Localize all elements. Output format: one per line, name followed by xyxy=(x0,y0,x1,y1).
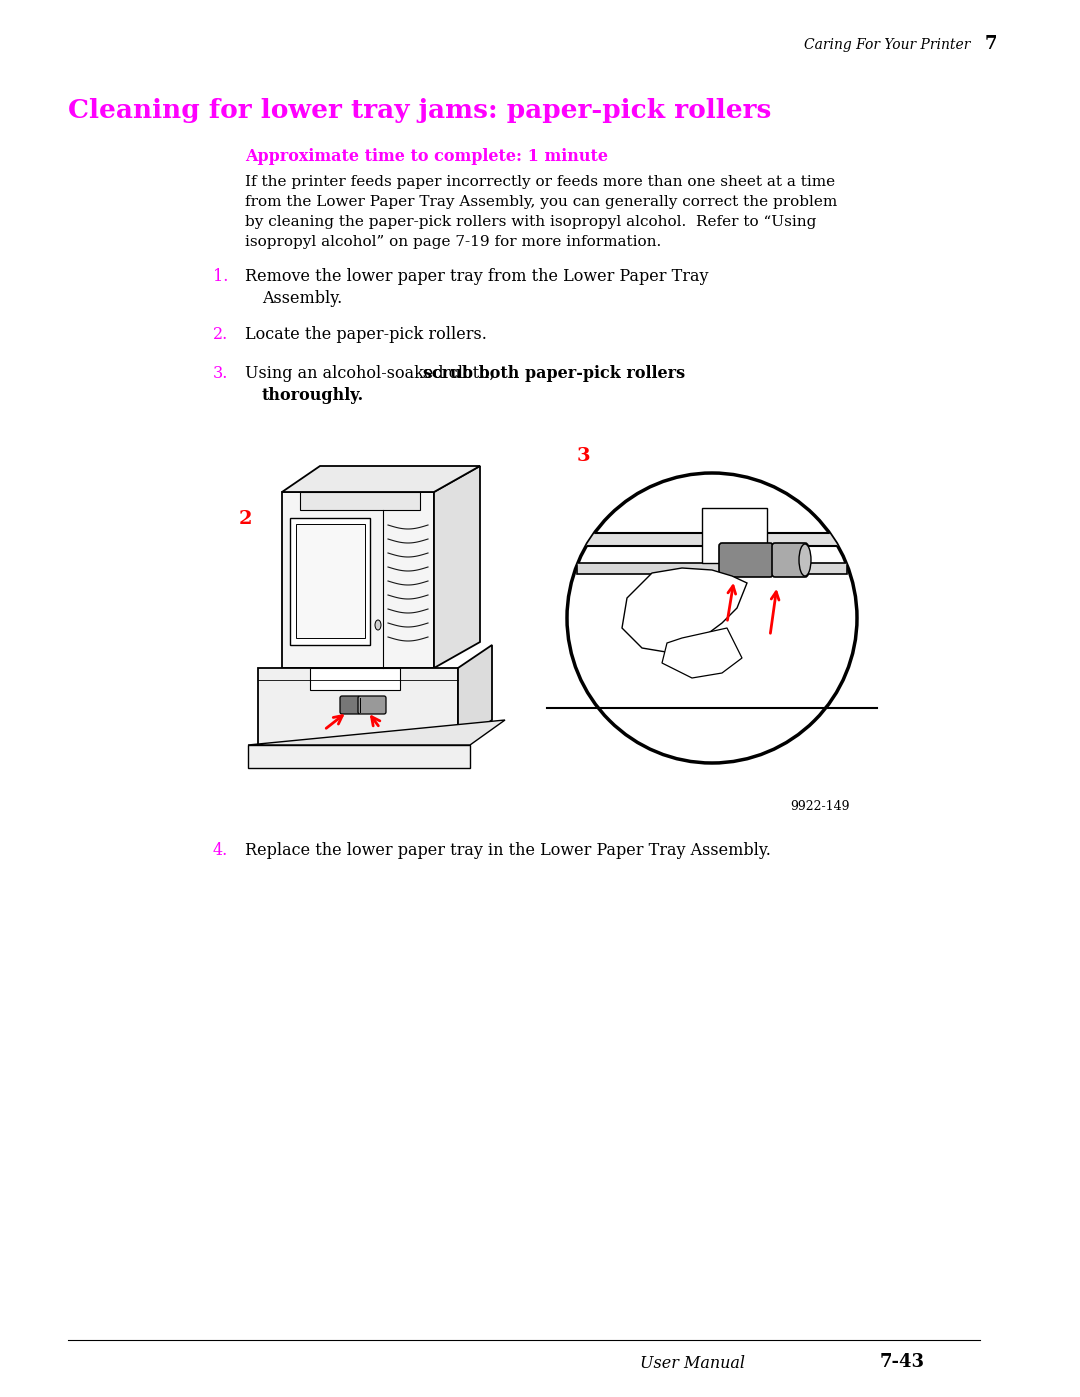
Text: 1.: 1. xyxy=(213,268,228,285)
Polygon shape xyxy=(434,467,480,668)
Polygon shape xyxy=(662,629,742,678)
Ellipse shape xyxy=(799,543,811,576)
Polygon shape xyxy=(282,492,434,668)
Text: isopropyl alcohol” on page 7-19 for more information.: isopropyl alcohol” on page 7-19 for more… xyxy=(245,235,661,249)
Text: 3.: 3. xyxy=(213,365,228,381)
Polygon shape xyxy=(622,569,747,652)
Text: 3: 3 xyxy=(577,447,591,465)
Polygon shape xyxy=(300,492,420,510)
Polygon shape xyxy=(702,509,767,563)
Text: Replace the lower paper tray in the Lower Paper Tray Assembly.: Replace the lower paper tray in the Lowe… xyxy=(245,842,771,859)
Text: scrub both paper-pick rollers: scrub both paper-pick rollers xyxy=(423,365,685,381)
Text: 4.: 4. xyxy=(213,842,228,859)
Text: If the printer feeds paper incorrectly or feeds more than one sheet at a time: If the printer feeds paper incorrectly o… xyxy=(245,175,835,189)
Text: 7: 7 xyxy=(985,35,998,53)
FancyBboxPatch shape xyxy=(357,696,386,714)
Polygon shape xyxy=(577,563,847,574)
Text: 9922-149: 9922-149 xyxy=(791,800,850,813)
Polygon shape xyxy=(258,668,458,745)
Polygon shape xyxy=(296,524,365,638)
Ellipse shape xyxy=(375,620,381,630)
FancyBboxPatch shape xyxy=(340,696,360,714)
Text: Cleaning for lower tray jams: paper-pick rollers: Cleaning for lower tray jams: paper-pick… xyxy=(68,98,771,123)
Text: Caring For Your Printer: Caring For Your Printer xyxy=(804,38,970,52)
Polygon shape xyxy=(310,668,400,690)
Polygon shape xyxy=(458,645,492,745)
Text: by cleaning the paper-pick rollers with isopropyl alcohol.  Refer to “Using: by cleaning the paper-pick rollers with … xyxy=(245,215,816,229)
Text: 2: 2 xyxy=(239,510,252,528)
FancyBboxPatch shape xyxy=(719,543,773,577)
Text: thoroughly.: thoroughly. xyxy=(262,387,364,404)
Polygon shape xyxy=(248,745,470,768)
Text: Assembly.: Assembly. xyxy=(262,291,342,307)
Text: Using an alcohol-soaked cloth,: Using an alcohol-soaked cloth, xyxy=(245,365,500,381)
Text: Remove the lower paper tray from the Lower Paper Tray: Remove the lower paper tray from the Low… xyxy=(245,268,708,285)
FancyBboxPatch shape xyxy=(772,543,808,577)
Polygon shape xyxy=(248,719,505,745)
Polygon shape xyxy=(291,518,370,645)
Text: Approximate time to complete: 1 minute: Approximate time to complete: 1 minute xyxy=(245,148,608,165)
Text: 7-43: 7-43 xyxy=(880,1354,924,1370)
Polygon shape xyxy=(282,467,480,492)
Text: User Manual: User Manual xyxy=(640,1355,745,1372)
Circle shape xyxy=(567,474,858,763)
Text: 2.: 2. xyxy=(213,326,228,344)
Polygon shape xyxy=(577,534,847,546)
Text: from the Lower Paper Tray Assembly, you can generally correct the problem: from the Lower Paper Tray Assembly, you … xyxy=(245,196,837,210)
Text: Locate the paper-pick rollers.: Locate the paper-pick rollers. xyxy=(245,326,487,344)
